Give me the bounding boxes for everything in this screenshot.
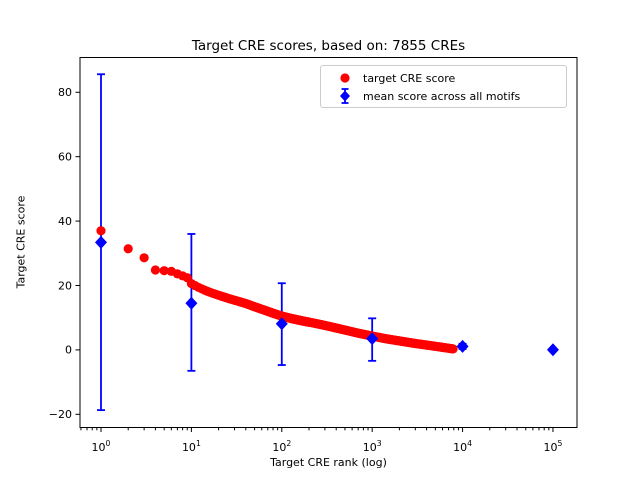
axes-frame <box>79 57 578 428</box>
svg-text:0: 0 <box>65 344 72 357</box>
svg-text:105: 105 <box>544 439 563 454</box>
svg-text:60: 60 <box>58 150 72 163</box>
x-axis-label: Target CRE rank (log) <box>270 456 387 469</box>
legend-entry-mean-score: mean score across all motifs <box>327 87 558 105</box>
mean-score-diamond-markers <box>95 235 559 357</box>
y-axis-ticks: −20 0 20 40 60 80 <box>49 86 80 421</box>
svg-text:40: 40 <box>58 215 72 228</box>
svg-text:102: 102 <box>272 439 291 454</box>
svg-text:100: 100 <box>92 439 111 454</box>
mean-errorbar-lines <box>97 73 557 412</box>
blue-diamond-errorbar-marker-icon <box>327 87 363 105</box>
svg-text:103: 103 <box>363 439 382 454</box>
legend-label-target-cre-score: target CRE score <box>363 71 456 85</box>
x-axis-ticks: 100 101 102 103 104 105 <box>80 427 563 454</box>
svg-text:−20: −20 <box>49 408 72 421</box>
svg-text:101: 101 <box>182 439 201 454</box>
legend-entry-target-cre-score: target CRE score <box>327 69 558 87</box>
legend: target CRE score mean score across all m… <box>320 65 567 108</box>
legend-label-mean-score: mean score across all motifs <box>363 89 521 103</box>
chart-title: Target CRE scores, based on: 7855 CREs <box>191 38 466 54</box>
svg-text:20: 20 <box>58 279 72 292</box>
target-cre-score-series <box>96 226 458 354</box>
svg-text:80: 80 <box>58 86 72 99</box>
red-circle-marker-icon <box>327 71 363 85</box>
svg-text:104: 104 <box>453 439 472 454</box>
